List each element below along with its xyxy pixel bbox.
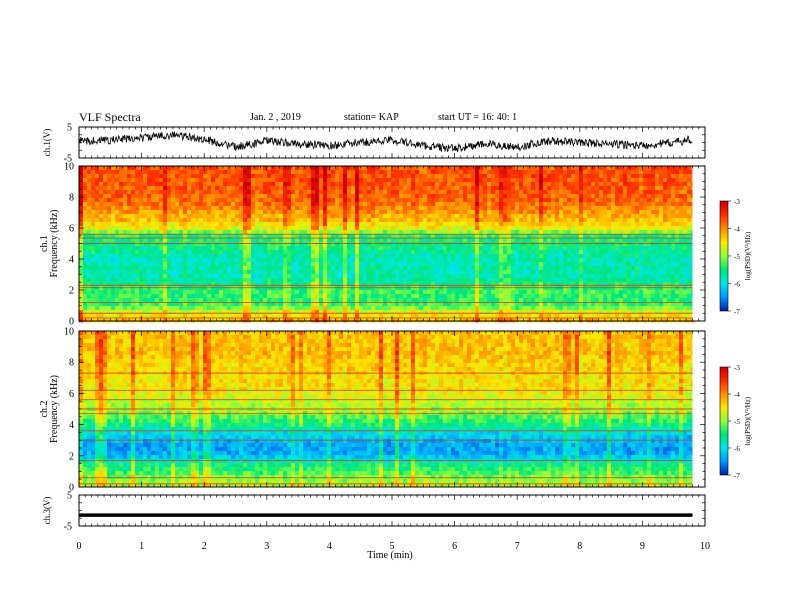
xtick-label: 7 [515, 541, 520, 552]
colorbar-tick-label: -7 [734, 308, 740, 316]
ch1-spectrogram-ytick-label: 10 [64, 162, 74, 173]
ch1-ytick-label: -5 [64, 154, 72, 165]
colorbar-layer: -3 -4 -5 -6 -7 log(PSD)(V²/Hz) -3 -4 -5 -6 -7 log(P… [719, 198, 752, 480]
colorbar-tick-label: -3 [734, 364, 740, 372]
xtick-label: 0 [77, 541, 82, 552]
colorbar-tick-label: -7 [734, 472, 740, 480]
timeseries-layer [78, 131, 693, 517]
ch2-spectrogram-ytick-label: 2 [69, 451, 74, 462]
xtick-label: 6 [452, 541, 457, 552]
ch1-trace [78, 131, 693, 153]
colorbar-tick-label: -6 [734, 445, 740, 453]
ch2-spectrogram-ytick-label: 10 [64, 327, 74, 338]
xtick-label: 2 [202, 541, 207, 552]
xtick-label: 4 [327, 541, 332, 552]
ch3-ylabel: ch.3(V) [42, 497, 52, 525]
ch2-spectrogram-ytick-label: 4 [69, 420, 74, 431]
spectrogram-ch2 [79, 331, 705, 488]
date-label: Jan. 2 , 2019 [250, 112, 301, 123]
start-time-label: start UT = 16: 40: 1 [438, 112, 518, 123]
ch1-spectrogram-ylabel-freq: Frequency (kHz) [49, 209, 60, 277]
ch2-spectrogram-ylabel-freq: Frequency (kHz) [49, 375, 60, 443]
colorbar-ch1 [719, 200, 729, 312]
ch3-ytick-label: 5 [67, 491, 72, 502]
ch2-spectrogram-ytick-label: 0 [69, 483, 74, 494]
x-axis-label: Time (min) [367, 550, 412, 561]
colorbar-tick-label: -3 [734, 198, 740, 206]
colorbar-tick-label: -4 [734, 226, 740, 234]
xtick-label: 10 [700, 541, 710, 552]
ch1-ytick-label: 5 [67, 123, 72, 134]
colorbar-label: log(PSD)(V²/Hz) [744, 396, 752, 445]
ch1-spectrogram-ytick-label: 4 [69, 255, 74, 266]
colorbar-ch2 [719, 366, 729, 476]
ch2-spectrogram-ytick-label: 6 [69, 389, 74, 400]
xtick-label: 8 [577, 541, 582, 552]
chart-title: VLF Spectra [79, 110, 141, 124]
ch1-spectrogram-ytick-label: 8 [69, 193, 74, 204]
ch1-spectrogram-ytick-label: 0 [69, 317, 74, 328]
xtick-label: 1 [139, 541, 144, 552]
colorbar-tick-label: -5 [734, 418, 740, 426]
ch2-spectrogram-ytick-label: 8 [69, 358, 74, 369]
xtick-label: 9 [640, 541, 645, 552]
colorbar-tick-label: -4 [734, 391, 740, 399]
ch2-spectrogram-ylabel: ch.2 [39, 401, 50, 418]
xtick-label: 5 [390, 541, 395, 552]
spectrogram-ch1 [79, 166, 705, 323]
ch1-spectrogram-ytick-label: 2 [69, 286, 74, 297]
station-label: station= KAP [344, 112, 399, 123]
colorbar-label: log(PSD)(V²/Hz) [744, 231, 752, 280]
ch3-ytick-label: -5 [64, 522, 72, 533]
colorbar-tick-label: -6 [734, 281, 740, 289]
xtick-label: 3 [264, 541, 269, 552]
ch1-ylabel: ch.1(V) [42, 129, 52, 157]
ch1-spectrogram-ytick-label: 6 [69, 224, 74, 235]
colorbar-tick-label: -5 [734, 253, 740, 261]
spectrogram-layer [79, 166, 705, 488]
ch1-spectrogram-ylabel: ch.1 [39, 235, 50, 252]
